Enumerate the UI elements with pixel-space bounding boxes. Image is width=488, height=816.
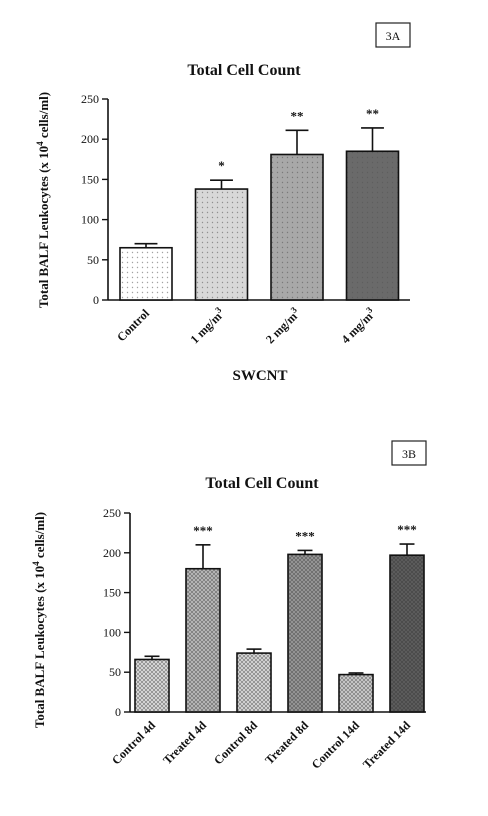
x-tick-label: 2 mg/m3 <box>262 304 304 346</box>
significance-marker: *** <box>397 522 417 537</box>
x-ticks: Control 1 mg/m3 2 mg/m3 4 mg/m3 <box>114 304 379 346</box>
chart-title: Total Cell Count <box>187 62 301 79</box>
y-axis-label: Total BALF Leukocytes (x 104 cells/ml) <box>31 512 47 728</box>
x-tick-label: Treated 8d <box>262 718 311 767</box>
bar-texture <box>288 554 322 712</box>
x-tick-label: Control 14d <box>309 718 363 772</box>
panel-label-box <box>375 22 411 48</box>
x-axis-label: SWCNT <box>232 368 287 384</box>
chart-title: Total Cell Count <box>205 475 319 492</box>
y-tick-label: 50 <box>87 253 99 267</box>
y-tick-label: 150 <box>81 172 99 186</box>
y-tick-label: 50 <box>109 665 121 679</box>
bars: *** *** *** <box>134 522 425 713</box>
axes <box>129 513 426 713</box>
bar-texture <box>339 674 373 712</box>
y-tick-label: 250 <box>81 92 99 106</box>
y-tick-label: 100 <box>103 625 121 639</box>
y-tick-label: 0 <box>115 705 121 719</box>
bar-texture <box>135 659 169 712</box>
significance-marker: * <box>218 158 225 173</box>
y-ticks: 0 50 100 150 200 250 <box>81 92 108 307</box>
y-tick-label: 250 <box>103 506 121 520</box>
bar-texture <box>271 154 323 300</box>
significance-marker: *** <box>295 528 315 543</box>
x-tick-label: Treated 4d <box>160 718 209 767</box>
y-axis-label: Total BALF Leukocytes (x 104 cells/ml) <box>35 92 51 308</box>
bars: *** ** <box>119 106 400 301</box>
bar-texture <box>195 189 248 300</box>
x-tick-label: Control 8d <box>211 718 260 767</box>
significance-marker: ** <box>291 108 304 123</box>
y-axis-label-exponent: 4 <box>31 561 41 566</box>
significance-marker: ** <box>366 106 379 121</box>
bar-texture <box>237 653 271 712</box>
x-tick-label: 4 mg/m3 <box>337 304 379 346</box>
y-tick-label: 200 <box>81 132 99 146</box>
panel-label-box <box>391 440 427 466</box>
y-tick-label: 0 <box>93 293 99 307</box>
bar-texture <box>120 247 172 300</box>
chart-3a: 3A Total Cell Count Total BALF Leukocyte… <box>35 22 411 384</box>
y-tick-label: 100 <box>81 213 99 227</box>
y-ticks: 0 50 100 150 200 250 <box>103 506 130 719</box>
panel-label: 3B <box>402 447 416 461</box>
y-axis-label-exponent: 4 <box>35 141 45 146</box>
significance-marker: *** <box>193 523 213 538</box>
x-tick-label: Control <box>114 306 152 344</box>
chart-3b: 3B Total Cell Count Total BALF Leukocyte… <box>31 440 427 772</box>
bar-texture <box>346 151 399 300</box>
bar-texture <box>186 568 220 712</box>
bar-texture <box>390 555 424 712</box>
y-tick-label: 150 <box>103 586 121 600</box>
x-ticks: Control 4d Treated 4d Control 8d Treated 8d… <box>109 718 413 772</box>
x-tick-label: 1 mg/m3 <box>186 304 228 346</box>
panel-label: 3A <box>386 29 401 43</box>
y-tick-label: 200 <box>103 546 121 560</box>
x-tick-label: Control 4d <box>109 718 158 767</box>
x-tick-label: Treated 14d <box>360 718 413 771</box>
